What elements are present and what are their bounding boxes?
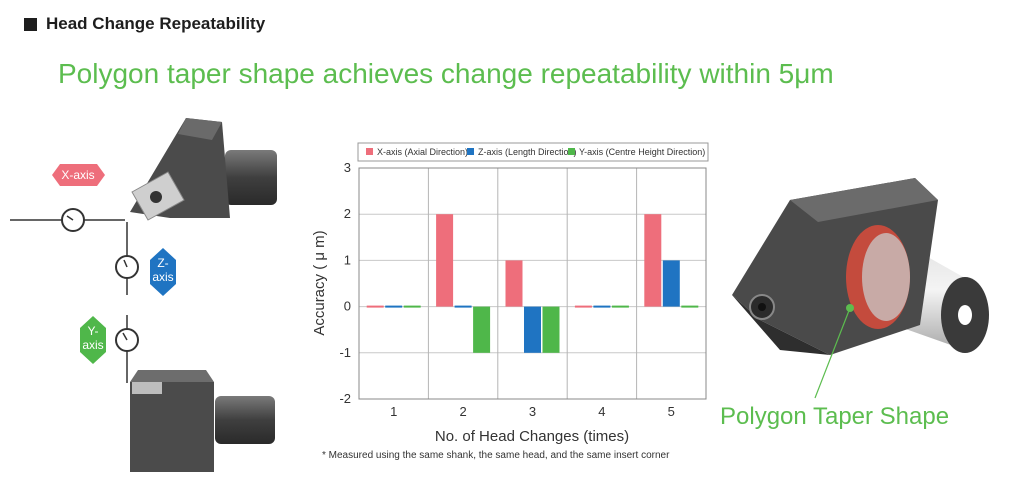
y-tick-label: 2 xyxy=(344,206,351,221)
bar-series2-cat3 xyxy=(524,306,541,353)
z-axis-badge-line1: Z- xyxy=(157,256,168,270)
x-tick-label: 5 xyxy=(668,404,675,419)
bar-series3-cat1 xyxy=(403,305,421,308)
legend-swatch-z xyxy=(467,148,474,155)
bar-series2-cat2 xyxy=(454,305,472,308)
legend-swatch-x xyxy=(366,148,373,155)
x-tick-label: 1 xyxy=(390,404,397,419)
bar-series2-cat1 xyxy=(385,305,403,308)
y-axis-badge-line2: axis xyxy=(82,338,103,352)
x-dial-gauge-icon xyxy=(10,208,125,232)
y-tick-label: 0 xyxy=(344,299,351,314)
y-tick-label: -1 xyxy=(339,345,351,360)
polygon-taper-ring xyxy=(846,225,910,329)
section-heading-text: Head Change Repeatability xyxy=(46,14,266,33)
tool-gauge-illustration: X-axis Z- axis Y- axis xyxy=(10,118,277,472)
y-tick-labels: 3 2 1 0 -1 -2 xyxy=(339,160,351,406)
footnote: * Measured using the same shank, the sam… xyxy=(322,450,670,461)
polygon-taper-label: Polygon Taper Shape xyxy=(720,403,950,430)
heading-square-icon xyxy=(24,17,37,31)
bar-series3-cat3 xyxy=(542,306,560,353)
y-axis-badge: Y- axis xyxy=(80,316,106,364)
x-tick-label: 2 xyxy=(459,404,466,419)
x-tick-label: 4 xyxy=(598,404,605,419)
x-axis-badge: X-axis xyxy=(52,164,105,186)
z-dial-gauge-icon xyxy=(115,222,139,295)
x-axis-badge-label: X-axis xyxy=(61,168,94,182)
bar-series1-cat1 xyxy=(366,305,384,308)
repeatability-bar-chart: X-axis (Axial Direction) Z-axis (Length … xyxy=(311,142,709,445)
legend-entry-y: Y-axis (Centre Height Direction) xyxy=(579,147,705,157)
y-tick-label: 3 xyxy=(344,160,351,175)
headline: Polygon taper shape achieves change repe… xyxy=(58,58,834,89)
bar-series1-cat2 xyxy=(436,214,454,307)
legend: X-axis (Axial Direction) Z-axis (Length … xyxy=(357,142,709,162)
taper-callout-dot xyxy=(846,304,854,312)
bottom-tool-holder xyxy=(130,370,275,472)
top-tool-holder xyxy=(130,118,277,221)
y-dial-gauge-icon xyxy=(115,315,139,383)
plot-frame xyxy=(358,167,707,400)
bar-series2-cat5 xyxy=(662,260,680,307)
x-tick-label: 3 xyxy=(529,404,536,419)
bars xyxy=(366,214,699,353)
x-axis-label: No. of Head Changes (times) xyxy=(435,428,629,445)
bar-series1-cat3 xyxy=(505,260,523,307)
bar-series2-cat4 xyxy=(593,305,611,308)
bar-series1-cat5 xyxy=(644,214,662,307)
y-tick-label: 1 xyxy=(344,252,351,267)
legend-entry-z: Z-axis (Length Direction) xyxy=(478,147,577,157)
z-axis-badge-line2: axis xyxy=(152,270,173,284)
bar-series1-cat4 xyxy=(574,305,592,308)
bar-series3-cat2 xyxy=(473,306,491,353)
x-tick-labels: 1 2 3 4 5 xyxy=(390,404,675,419)
bar-series3-cat5 xyxy=(681,305,699,308)
y-axis-badge-line1: Y- xyxy=(88,324,99,338)
y-tick-label: -2 xyxy=(339,391,351,406)
section-heading: Head Change Repeatability xyxy=(24,14,265,34)
y-axis-label: Accuracy ( μ m) xyxy=(311,230,328,335)
bar-series3-cat4 xyxy=(611,305,629,308)
legend-swatch-y xyxy=(568,148,575,155)
taper-callout-line xyxy=(814,307,851,399)
polygon-taper-illustration xyxy=(732,178,989,399)
legend-entry-x: X-axis (Axial Direction) xyxy=(377,147,468,157)
z-axis-badge: Z- axis xyxy=(150,248,176,296)
